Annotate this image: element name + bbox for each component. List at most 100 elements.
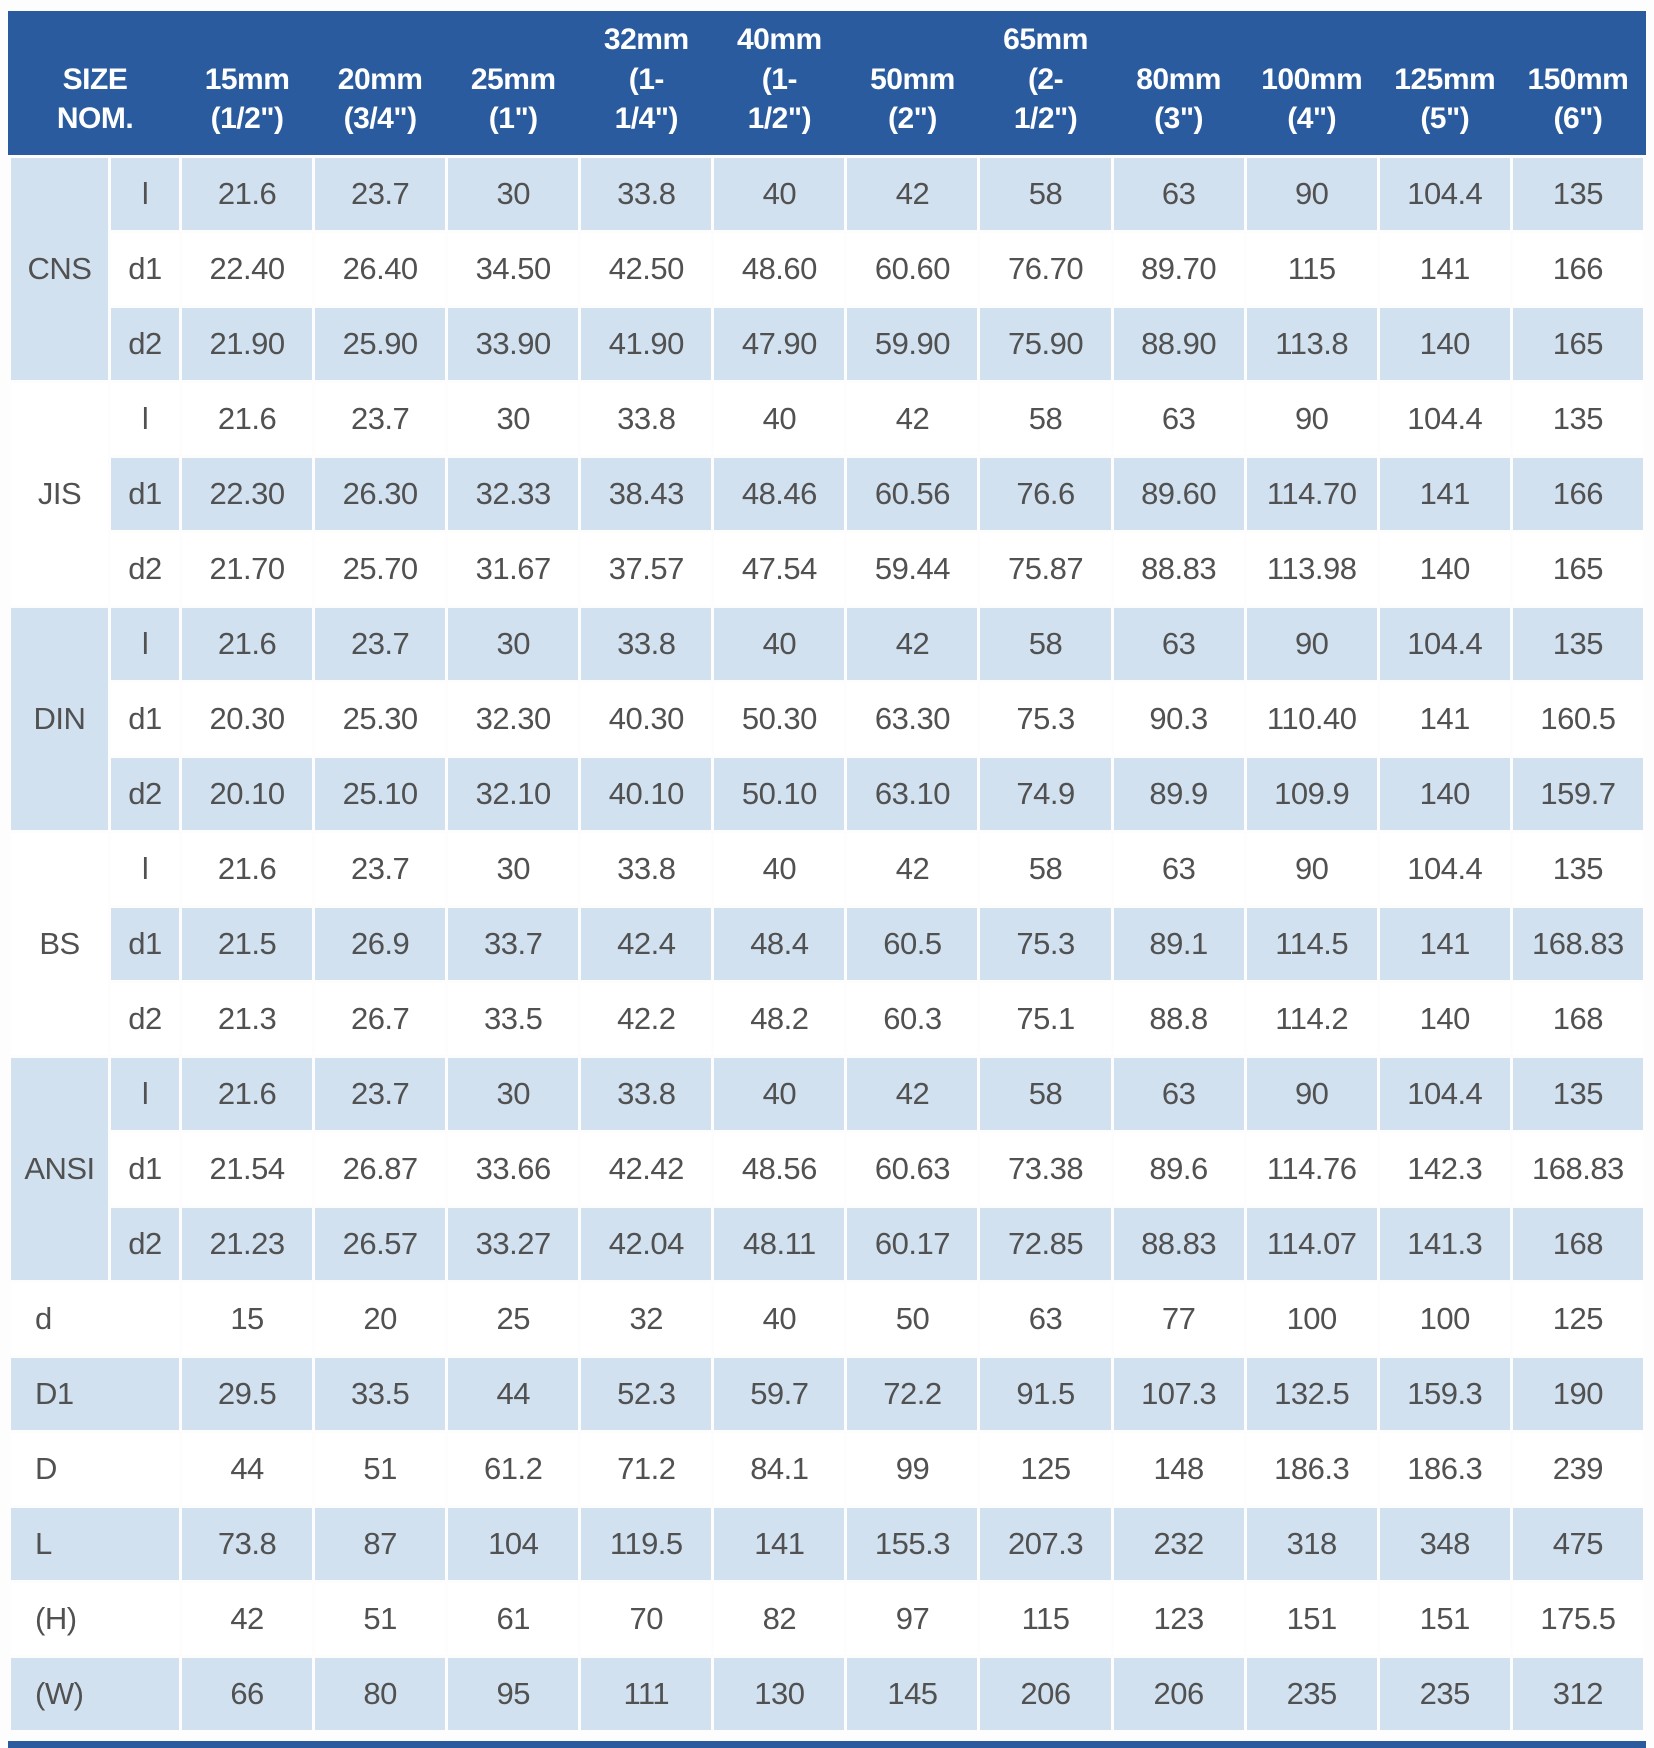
header-row: SIZE NOM. 15mm (1/2") 20mm (3/4") 25mm (1") 32mm… [11, 11, 1643, 155]
data-cell: 63 [1113, 158, 1244, 230]
data-cell: 41.90 [581, 308, 712, 380]
data-cell: 89.6 [1113, 1133, 1244, 1205]
data-cell: 42.04 [581, 1208, 712, 1280]
column-header-100mm: 100mm (4") [1246, 11, 1377, 155]
data-cell: 186.3 [1246, 1433, 1377, 1505]
data-cell: 160.5 [1512, 683, 1643, 755]
data-cell: 33.8 [581, 608, 712, 680]
header-line: (3/4") [343, 102, 417, 136]
data-cell: 25.10 [315, 758, 446, 830]
data-cell: 107.3 [1113, 1358, 1244, 1430]
data-cell: 23.7 [315, 158, 446, 230]
data-cell: 89.60 [1113, 458, 1244, 530]
data-cell: 88.83 [1113, 533, 1244, 605]
data-cell: 100 [1246, 1283, 1377, 1355]
column-header-150mm: 150mm (6") [1512, 11, 1643, 155]
data-cell: 75.3 [980, 908, 1111, 980]
data-cell: 63 [980, 1283, 1111, 1355]
data-cell: 23.7 [315, 608, 446, 680]
data-cell: 42.4 [581, 908, 712, 980]
data-cell: 186.3 [1379, 1433, 1510, 1505]
data-cell: 141 [1379, 233, 1510, 305]
data-cell: 63.10 [847, 758, 978, 830]
table-row-w: (W) 66 80 95 111 130 145 206 206 235 235 312 [11, 1658, 1643, 1730]
data-cell: 21.3 [182, 983, 313, 1055]
data-cell: 48.4 [714, 908, 845, 980]
data-cell: 21.54 [182, 1133, 313, 1205]
data-cell: 135 [1512, 1058, 1643, 1130]
data-cell: 30 [448, 1058, 579, 1130]
data-cell: 91.5 [980, 1358, 1111, 1430]
row-label-h: (H) [11, 1583, 180, 1655]
table-row-l: L 73.8 87 104 119.5 141 155.3 207.3 232 318 348 475 [11, 1508, 1643, 1580]
data-cell: 21.6 [182, 158, 313, 230]
table-row-bs-l: BS l 21.6 23.7 30 33.8 40 42 58 63 90 104.4 135 [11, 833, 1643, 1055]
data-cell: 34.50 [448, 233, 579, 305]
data-cell: 63 [1113, 608, 1244, 680]
header-line: (1/2") [210, 102, 284, 136]
data-cell: 206 [1113, 1658, 1244, 1730]
data-cell: 104.4 [1379, 158, 1510, 230]
data-cell: 60.56 [847, 458, 978, 530]
data-cell: 232 [1113, 1508, 1244, 1580]
data-cell: 33.66 [448, 1133, 579, 1205]
column-header-20mm: 20mm (3/4") [315, 11, 446, 155]
data-cell: 21.90 [182, 308, 313, 380]
row-label-l: L [11, 1508, 180, 1580]
data-cell: 23.7 [315, 383, 446, 455]
data-cell: 47.90 [714, 308, 845, 380]
data-cell: 26.87 [315, 1133, 446, 1205]
data-cell: 82 [714, 1583, 845, 1655]
data-cell: 58 [980, 608, 1111, 680]
data-cell: 140 [1379, 983, 1510, 1055]
data-cell: 141.3 [1379, 1208, 1510, 1280]
table-body: CNS l 21.6 23.7 30 33.8 40 42 58 63 90 104.4 135 d1 22… [11, 158, 1643, 1730]
data-cell: 114.2 [1246, 983, 1377, 1055]
data-cell: 23.7 [315, 833, 446, 905]
data-cell: 26.40 [315, 233, 446, 305]
data-cell: 20 [315, 1283, 446, 1355]
data-cell: 20.10 [182, 758, 313, 830]
data-cell: 63 [1113, 383, 1244, 455]
data-cell: 33.8 [581, 1058, 712, 1130]
data-cell: 111 [581, 1658, 712, 1730]
data-cell: 104.4 [1379, 608, 1510, 680]
data-cell: 33.90 [448, 308, 579, 380]
data-cell: 33.8 [581, 158, 712, 230]
group-cell-cns: CNS [11, 158, 108, 380]
data-cell: 80 [315, 1658, 446, 1730]
data-cell: 20.30 [182, 683, 313, 755]
data-cell: 33.5 [448, 983, 579, 1055]
data-cell: 48.11 [714, 1208, 845, 1280]
table-row-h: (H) 42 51 61 70 82 97 115 123 151 151 175.5 [11, 1583, 1643, 1655]
header-line: 1/2") [1013, 102, 1078, 136]
data-cell: 141 [1379, 458, 1510, 530]
table-row-din-l: DIN l 21.6 23.7 30 33.8 40 42 58 63 90 104.4 135 [11, 608, 1643, 830]
data-cell: 132.5 [1246, 1358, 1377, 1430]
row-sublabel-l: l [111, 1058, 180, 1130]
data-cell: 58 [980, 383, 1111, 455]
data-cell: 33.5 [315, 1358, 446, 1430]
data-cell: 95 [448, 1658, 579, 1730]
data-cell: 26.7 [315, 983, 446, 1055]
table-row-cns-l: CNS l 21.6 23.7 30 33.8 40 42 58 63 90 104.4 135 [11, 158, 1643, 380]
data-cell: 318 [1246, 1508, 1377, 1580]
data-cell: 60.60 [847, 233, 978, 305]
data-cell: 165 [1512, 533, 1643, 605]
header-line: 150mm [1527, 62, 1629, 96]
data-cell: 135 [1512, 608, 1643, 680]
column-header-50mm: 50mm (2") [847, 11, 978, 155]
column-header-125mm: 125mm (5") [1379, 11, 1510, 155]
table-row-cns-d2: d2 21.90 25.90 33.90 41.90 47.90 59.90 75.90 88.… [11, 308, 1643, 380]
data-cell: 142.3 [1379, 1133, 1510, 1205]
data-cell: 42 [847, 158, 978, 230]
column-header-80mm: 80mm (3") [1113, 11, 1244, 155]
data-cell: 42 [847, 383, 978, 455]
header-line: 15mm [204, 62, 290, 96]
data-cell: 70 [581, 1583, 712, 1655]
data-cell: 21.6 [182, 1058, 313, 1130]
data-cell: 75.1 [980, 983, 1111, 1055]
data-cell: 114.5 [1246, 908, 1377, 980]
data-cell: 60.5 [847, 908, 978, 980]
table-row-jis-d1: d1 22.30 26.30 32.33 38.43 48.46 60.56 76.6 89.6… [11, 458, 1643, 530]
